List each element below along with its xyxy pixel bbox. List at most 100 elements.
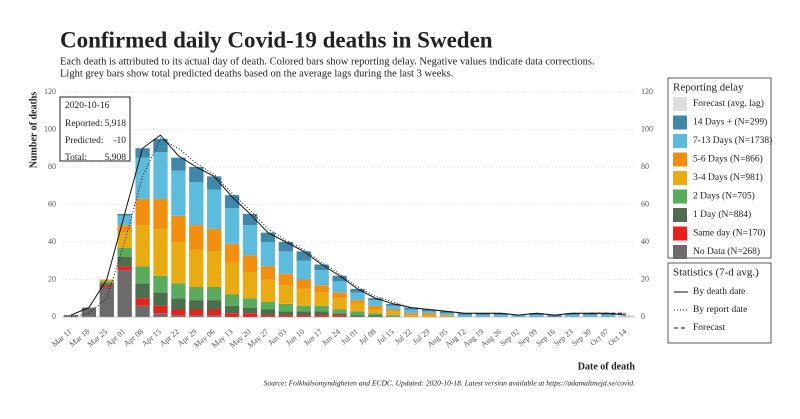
- bar: [260, 315, 276, 317]
- bar: [583, 313, 598, 316]
- bar: [171, 298, 186, 310]
- legend-label: 14 Days + (N=299): [693, 117, 767, 128]
- bar: [189, 182, 204, 226]
- bar: [457, 313, 473, 316]
- bar: [207, 300, 222, 310]
- bar: [421, 315, 437, 317]
- bar: [368, 305, 383, 310]
- bar: [278, 273, 293, 286]
- bar: [332, 281, 347, 293]
- bar: [386, 315, 401, 317]
- bar: [386, 309, 401, 312]
- x-tick-label: Aug 26: [479, 327, 503, 349]
- bar: [260, 266, 276, 280]
- bar: [421, 313, 437, 316]
- bar: [99, 283, 114, 286]
- x-tick-label: Sep 23: [552, 327, 575, 348]
- bar: [207, 287, 222, 301]
- bar: [117, 270, 132, 317]
- bar: [600, 315, 616, 317]
- y-tick-label: 0: [52, 312, 56, 321]
- x-tick-label: Apr 15: [140, 327, 163, 348]
- bar: [135, 305, 150, 317]
- bar: [135, 198, 150, 226]
- bar: [314, 311, 329, 316]
- bar: [296, 311, 311, 316]
- annotation-box: [59, 96, 131, 162]
- bar: [153, 138, 168, 152]
- line: [70, 138, 627, 318]
- bar: [242, 272, 258, 299]
- bar: [81, 307, 97, 317]
- bar: [99, 287, 114, 317]
- bar: [296, 260, 311, 280]
- y-tick-label: 40: [48, 237, 56, 246]
- bar: [278, 242, 293, 252]
- y-tick-label: 120: [641, 87, 653, 96]
- bar: [171, 170, 186, 216]
- bar: [153, 152, 168, 199]
- bar: [368, 313, 383, 316]
- bar: [368, 300, 383, 306]
- bar: [189, 309, 204, 316]
- bar: [207, 251, 222, 287]
- bar: [350, 292, 365, 301]
- bar: [278, 251, 293, 274]
- bar: [242, 225, 258, 256]
- legend-swatch: [673, 245, 687, 259]
- bar: [332, 309, 347, 314]
- bar: [153, 275, 168, 293]
- bar: [296, 288, 311, 306]
- bar: [618, 315, 634, 317]
- annotation-value: 5,918: [105, 119, 127, 129]
- legend-label: By report date: [693, 305, 747, 315]
- x-tick-label: Jul 01: [339, 327, 360, 346]
- bar: [207, 189, 222, 229]
- bar: [117, 215, 132, 226]
- legend-swatch: [673, 97, 687, 111]
- legend-swatch: [673, 208, 687, 222]
- legend-label: By death date: [693, 287, 745, 297]
- legend-label: 7-13 Days (N=1738): [693, 135, 772, 146]
- bar: [368, 298, 383, 301]
- bar: [314, 264, 329, 271]
- bar: [171, 215, 186, 242]
- bar: [189, 249, 204, 287]
- bar: [224, 305, 240, 314]
- bar: [296, 279, 311, 289]
- y-axis-title: Number of deaths: [28, 92, 39, 169]
- bar: [153, 228, 168, 276]
- x-tick-label: Sep 16: [534, 327, 557, 348]
- y-tick-label: 80: [641, 162, 649, 171]
- bar: [242, 307, 258, 314]
- bar: [332, 298, 347, 310]
- bar: [386, 311, 401, 316]
- legend-label: 5-6 Days (N=866): [693, 154, 763, 165]
- bar: [600, 313, 616, 316]
- x-tick-label: Sep 30: [570, 327, 593, 348]
- x-tick-label: Mar 25: [86, 327, 110, 349]
- bar: [224, 243, 240, 263]
- annotation-value: 5,908: [105, 153, 127, 163]
- bar: [296, 251, 311, 261]
- bar: [565, 315, 580, 317]
- y-tick-label: 120: [44, 87, 56, 96]
- bar: [404, 315, 419, 317]
- legend-swatch: [673, 189, 687, 204]
- legend-label: Forecast (avg. lag): [693, 98, 764, 109]
- legend-swatch: [673, 226, 687, 241]
- bar: [529, 313, 544, 316]
- annotation-label: Predicted:: [65, 136, 104, 146]
- bar: [171, 157, 186, 171]
- legend-label: 3-4 Days (N=981): [693, 172, 763, 183]
- bar: [242, 213, 258, 226]
- legend-label: No Data (N=268): [693, 246, 760, 257]
- x-tick-label: Oct 14: [606, 327, 628, 348]
- bar: [207, 176, 222, 190]
- chart-title: Confirmed daily Covid-19 deaths in Swede…: [60, 27, 493, 52]
- bar: [493, 313, 508, 316]
- bar: [386, 303, 401, 306]
- bar: [350, 300, 365, 304]
- bar: [171, 283, 186, 299]
- bar: [529, 315, 544, 317]
